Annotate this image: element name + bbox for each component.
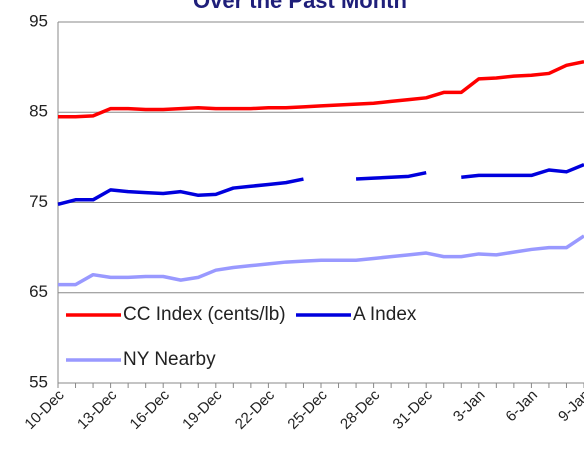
legend-label: NY Nearby: [123, 349, 216, 370]
chart-title: Over the Past Month: [193, 0, 407, 13]
y-tick-label: 75: [29, 192, 48, 211]
x-tick-label: 3-Jan: [450, 387, 489, 426]
x-tick-label: 25-Dec: [284, 386, 331, 433]
series-line: [58, 234, 584, 287]
y-tick-label: 95: [29, 11, 48, 30]
x-tick-label: 19-Dec: [179, 386, 226, 433]
x-tick-label: 16-Dec: [127, 386, 174, 433]
x-tick-label: 6-Jan: [502, 387, 541, 426]
x-tick-label: 22-Dec: [232, 386, 279, 433]
x-tick-label: 9-Jan: [555, 387, 584, 426]
legend-label: CC Index (cents/lb): [123, 304, 286, 325]
series-line: [57, 162, 584, 206]
x-tick-label: 13-Dec: [74, 386, 121, 433]
series-line: [58, 59, 584, 119]
legend-label: A Index: [353, 304, 417, 325]
y-tick-label: 65: [29, 282, 48, 301]
y-tick-label: 85: [29, 102, 48, 121]
y-tick-label: 55: [29, 372, 48, 391]
x-tick-label: 28-Dec: [337, 386, 384, 433]
x-tick-label: 10-Dec: [21, 386, 68, 433]
x-tick-label: 31-Dec: [390, 386, 437, 433]
